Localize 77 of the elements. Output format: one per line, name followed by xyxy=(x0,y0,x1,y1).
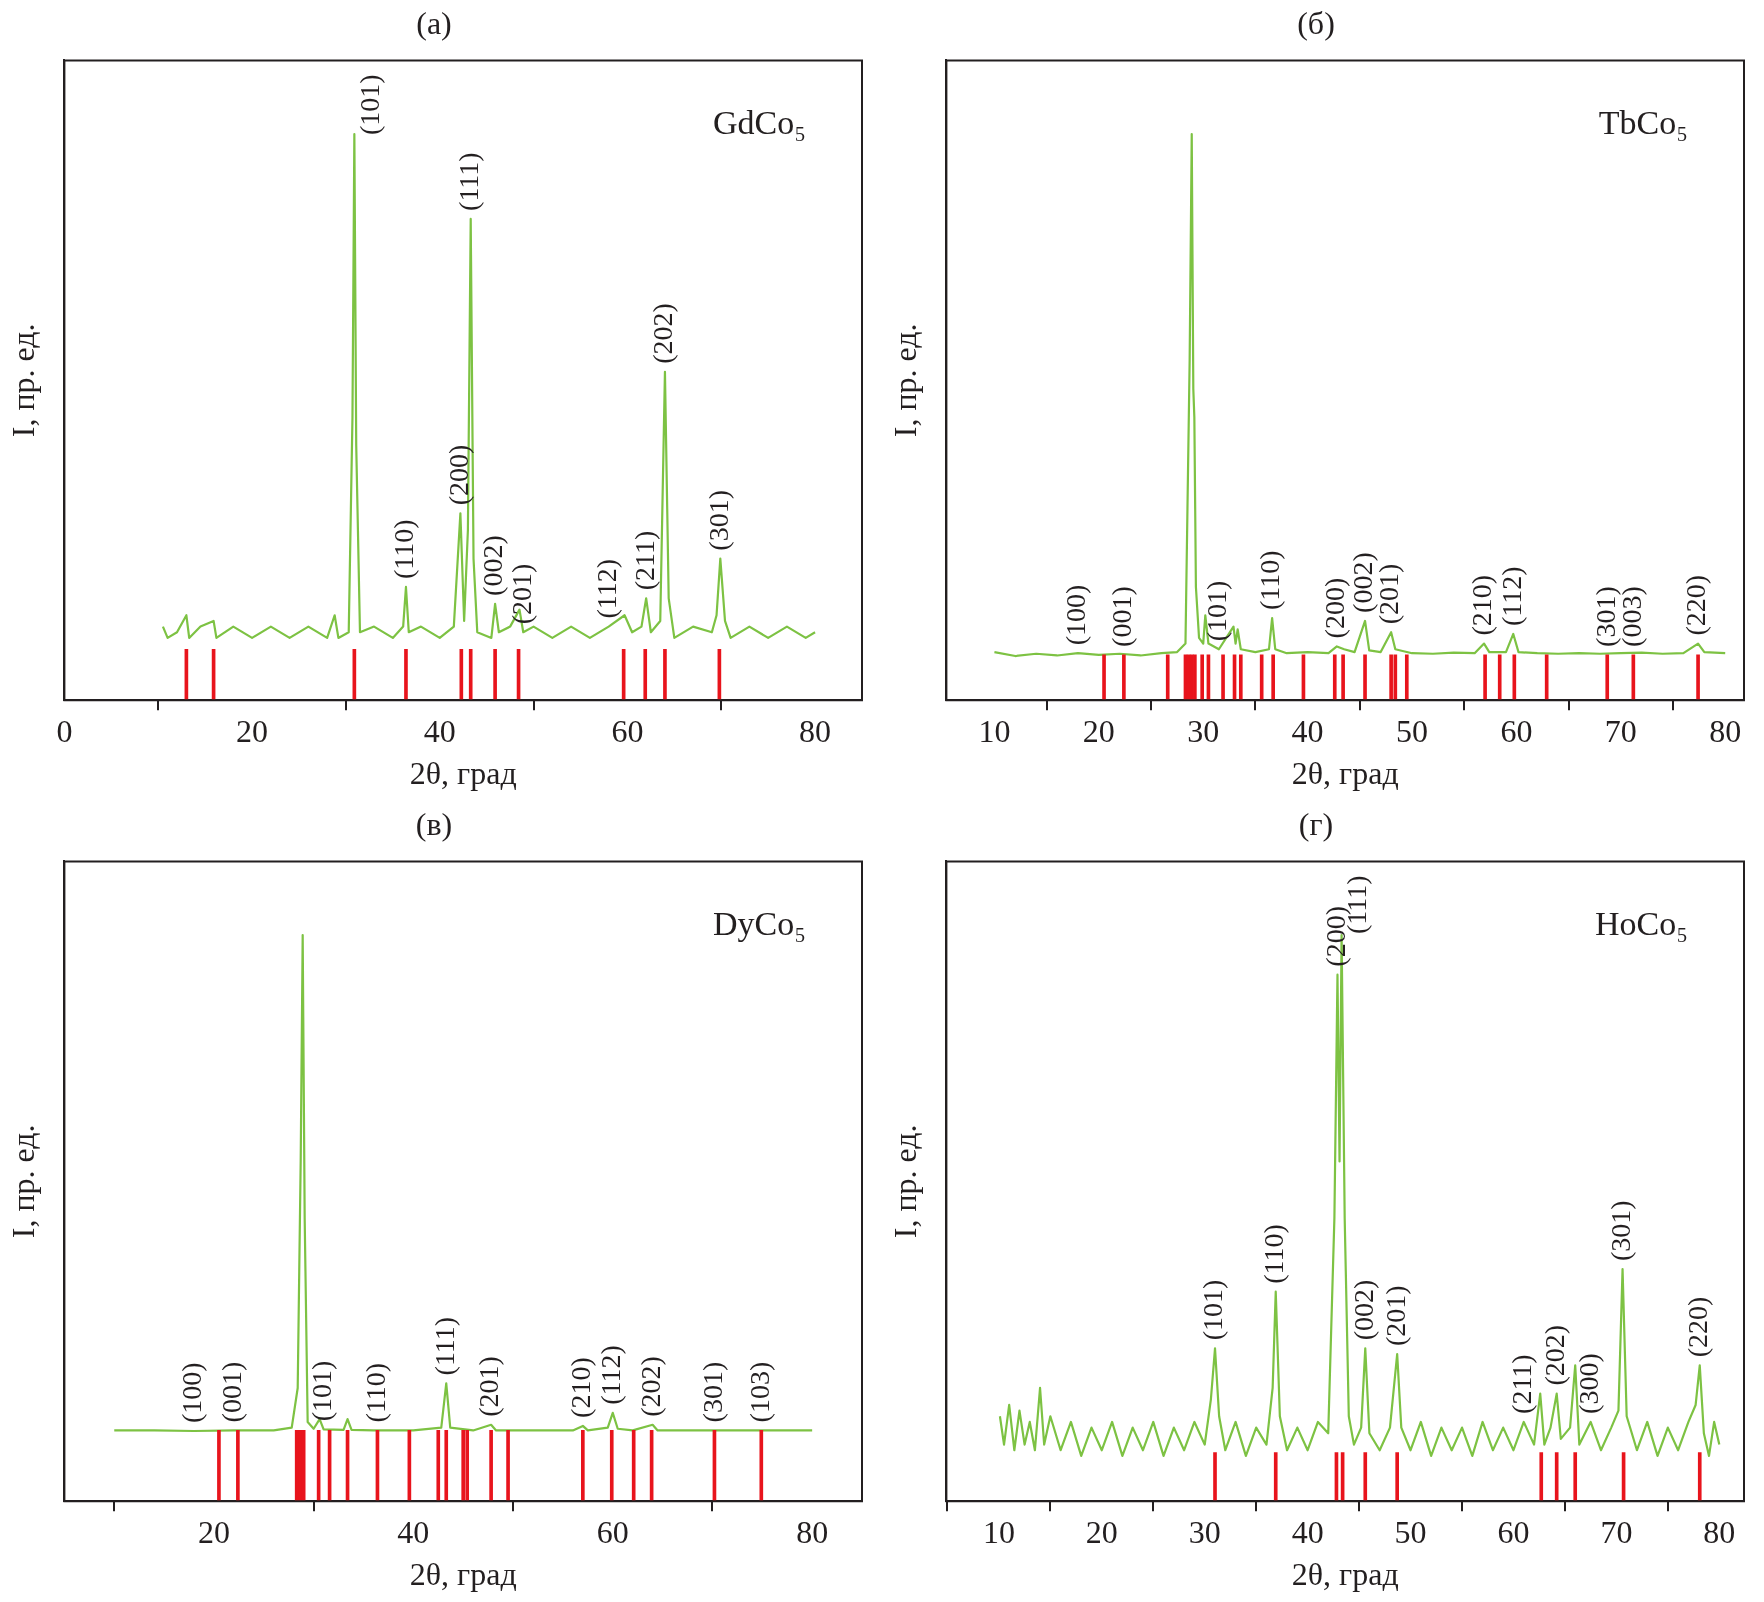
annotation: (112) xyxy=(595,1345,627,1405)
annotation: (200) xyxy=(442,444,474,506)
annotation: (301) xyxy=(702,490,734,551)
y-axis-title: I, пр. ед. xyxy=(4,1124,41,1239)
y-axis-title: I, пр. ед. xyxy=(886,1124,923,1239)
annotation: (220) xyxy=(1682,1296,1714,1358)
annotation: (211) xyxy=(1506,1354,1538,1414)
x-tick-label: 50 xyxy=(1396,712,1429,749)
x-axis-title: 2θ, град xyxy=(409,1556,517,1593)
x-tick-label: 70 xyxy=(1600,1513,1633,1550)
annotation: (112) xyxy=(591,558,622,619)
annotation: (301) xyxy=(1604,1200,1636,1262)
x-tick-label: 40 xyxy=(423,712,456,749)
x-tick-label: 10 xyxy=(982,1513,1015,1550)
x-tick-label: 60 xyxy=(1497,1513,1530,1550)
x-tick-label: 40 xyxy=(1291,712,1324,749)
y-axis-title: I, пр. ед. xyxy=(4,323,41,438)
annotation: (202) xyxy=(1539,1324,1571,1386)
chart-title: (б) xyxy=(1297,4,1335,41)
annotation: (103) xyxy=(743,1361,775,1423)
x-tick-label: 20 xyxy=(236,712,269,749)
annotation: (201) xyxy=(1379,1285,1411,1346)
annotation: (110) xyxy=(359,1362,391,1423)
annotation: (111) xyxy=(453,152,485,211)
annotation: (211) xyxy=(628,530,660,591)
x-tick-label: 60 xyxy=(1500,712,1533,749)
x-axis-title: 2θ, град xyxy=(1291,755,1399,792)
annotation: (100) xyxy=(176,1362,208,1423)
x-tick-label: 30 xyxy=(1187,712,1220,749)
x-tick-label: 80 xyxy=(796,1513,829,1550)
chart-title: (в) xyxy=(415,805,453,842)
annotation: (202) xyxy=(647,303,679,364)
annotation: GdCo₅ xyxy=(712,104,806,142)
annotation: (101) xyxy=(305,1360,337,1422)
chart-title: (а) xyxy=(416,4,452,41)
annotation: (300) xyxy=(1573,1353,1605,1414)
x-tick-label: 20 xyxy=(1085,1513,1118,1550)
annotation: (110) xyxy=(1258,1224,1290,1284)
x-tick-label: 80 xyxy=(799,712,832,749)
annotation: (100) xyxy=(1060,584,1092,646)
x-tick-label: 60 xyxy=(596,1513,629,1550)
x-tick-label: 50 xyxy=(1394,1513,1427,1550)
annotation: (001) xyxy=(216,1361,248,1423)
annotation: (101) xyxy=(353,74,385,136)
x-axis-title: 2θ, град xyxy=(409,755,517,792)
x-tick-label: 30 xyxy=(1188,1513,1221,1550)
x-tick-label: 20 xyxy=(197,1513,230,1550)
annotation: TbCo₅ xyxy=(1598,104,1688,142)
annotation: (110) xyxy=(1254,550,1286,611)
annotation: (002) xyxy=(1347,1279,1379,1341)
annotation: (110) xyxy=(388,519,420,579)
x-tick-label: 80 xyxy=(1703,1513,1736,1550)
x-tick-label: 60 xyxy=(611,712,644,749)
x-tick-label: 40 xyxy=(1291,1513,1324,1550)
x-tick-label: 20 xyxy=(1082,712,1115,749)
annotation: (220) xyxy=(1680,574,1712,636)
annotation: (200) xyxy=(1319,577,1351,639)
y-axis-title: I, пр. ед. xyxy=(886,323,923,438)
x-tick-label: 70 xyxy=(1604,712,1637,749)
annotation: (111) xyxy=(428,1316,460,1376)
x-tick-label: 80 xyxy=(1709,712,1742,749)
annotation: (101) xyxy=(1201,580,1233,642)
annotation: (210) xyxy=(565,1357,597,1418)
x-axis-title: 2θ, град xyxy=(1291,1556,1399,1593)
annotation: (001) xyxy=(1106,586,1138,647)
annotation: (301) xyxy=(696,1361,728,1423)
annotation: (101) xyxy=(1197,1279,1229,1341)
x-tick-label: 40 xyxy=(397,1513,430,1550)
annotation: (210) xyxy=(1466,574,1498,636)
x-tick-label: 0 xyxy=(56,712,73,749)
annotation: (202) xyxy=(634,1356,666,1417)
annotation: HoCo₅ xyxy=(1594,905,1688,943)
annotation: (201) xyxy=(473,1356,505,1417)
chart-title: (г) xyxy=(1298,805,1334,842)
x-tick-label: 10 xyxy=(978,712,1011,749)
annotation: DyCo₅ xyxy=(712,905,806,943)
annotation: (002) xyxy=(477,535,509,596)
